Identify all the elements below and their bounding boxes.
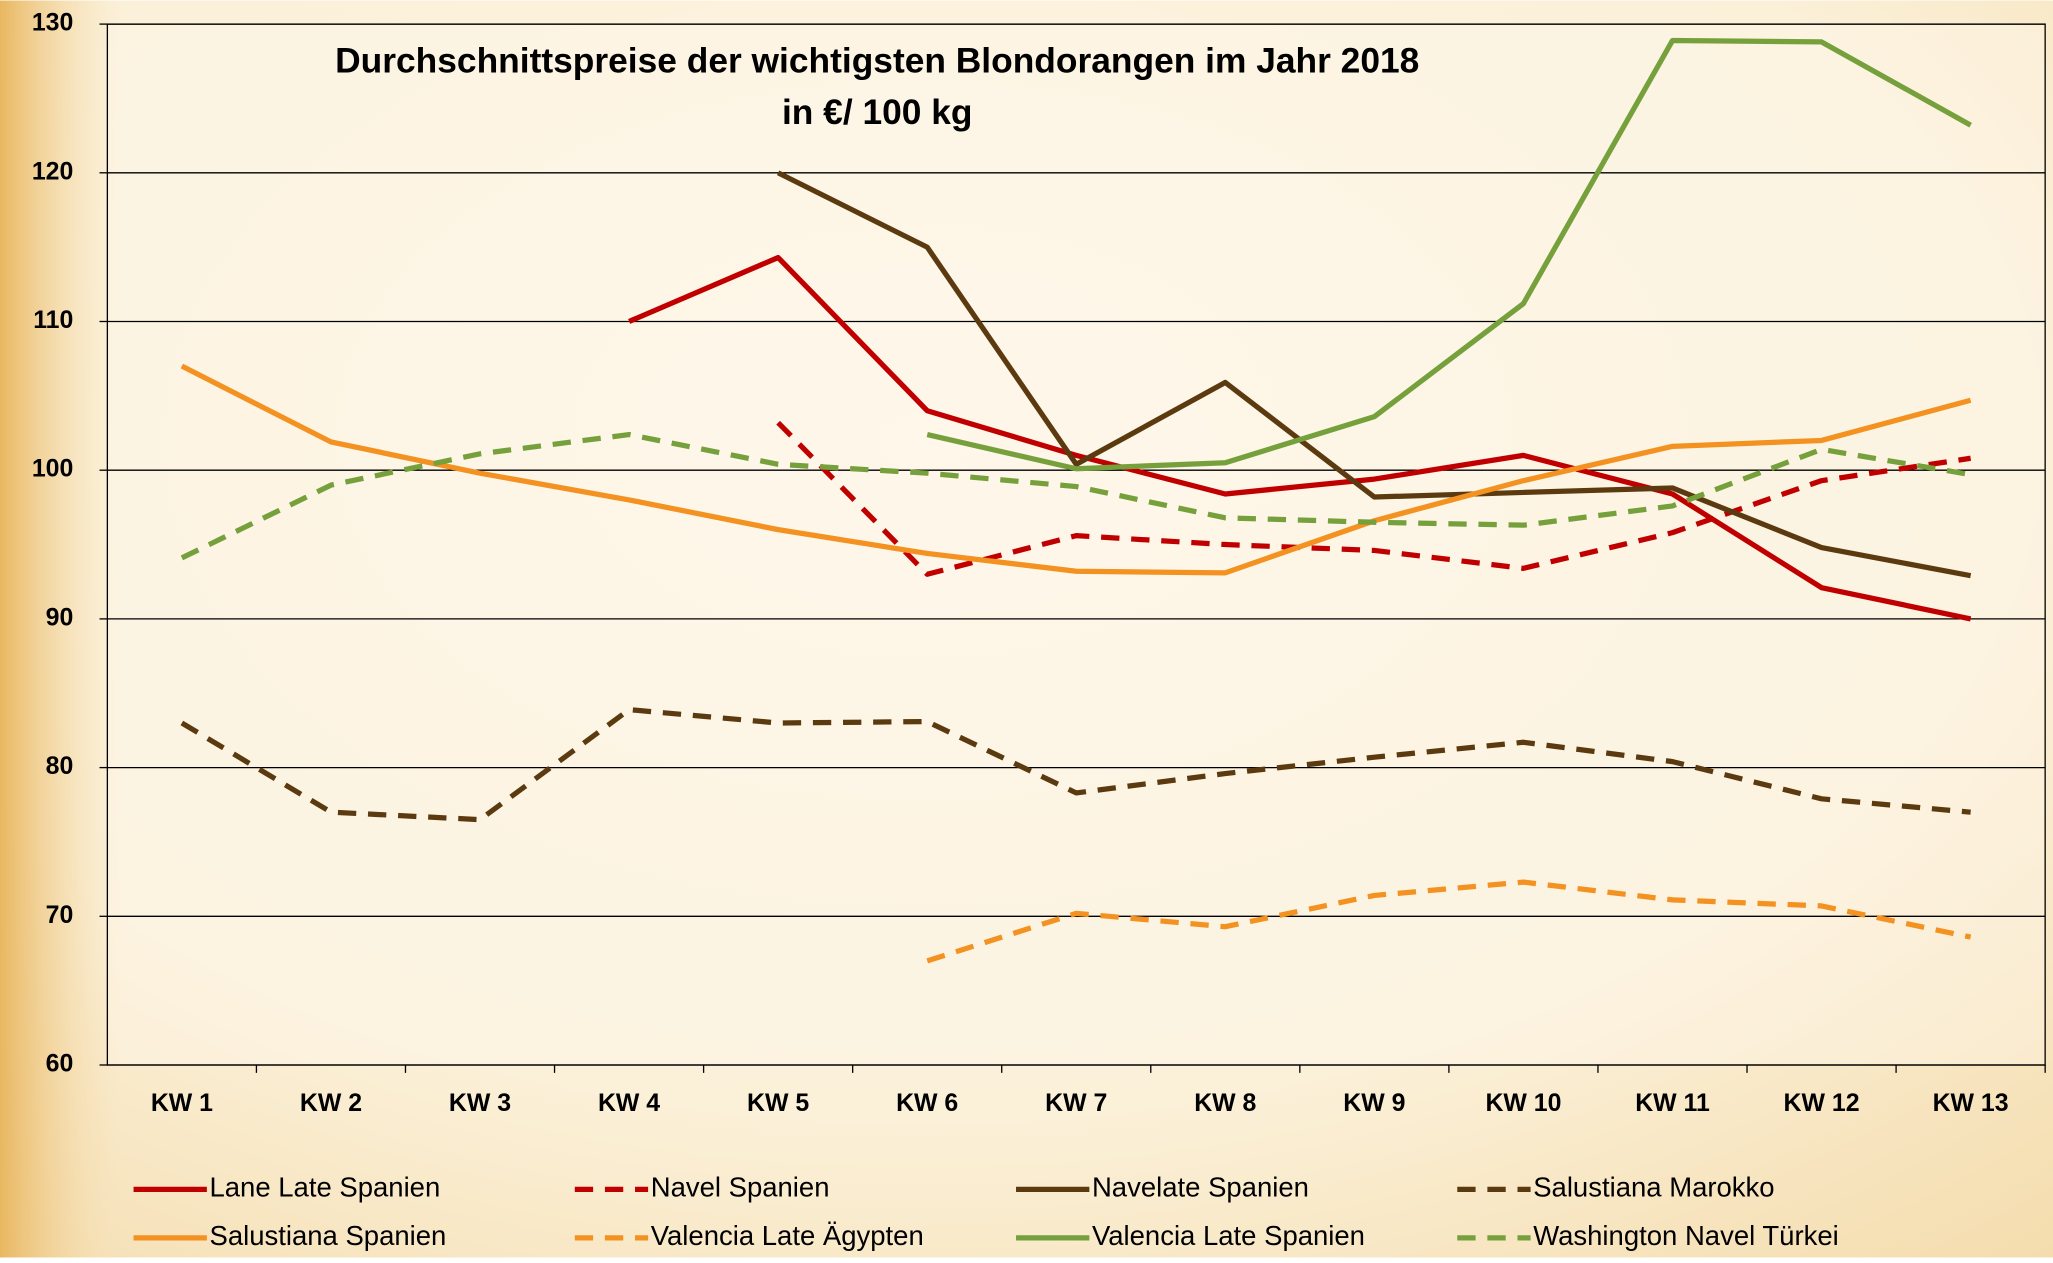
x-tick-label: KW 8 xyxy=(1194,1089,1256,1117)
legend-label: Navel Spanien xyxy=(651,1172,830,1203)
x-tick-label: KW 11 xyxy=(1635,1089,1710,1117)
legend-label: Valencia Late Spanien xyxy=(1092,1220,1365,1251)
legend-label: Lane Late Spanien xyxy=(209,1172,440,1203)
chart-title: Durchschnittspreise der wichtigsten Blon… xyxy=(335,42,1419,81)
y-tick-label: 100 xyxy=(32,455,73,483)
legend-label: Valencia Late Ägypten xyxy=(651,1220,924,1251)
y-tick-label: 110 xyxy=(33,306,73,334)
x-tick-label: KW 4 xyxy=(598,1089,660,1117)
x-tick-label: KW 3 xyxy=(449,1089,511,1117)
y-tick-label: 60 xyxy=(46,1050,74,1078)
x-tick-label: KW 9 xyxy=(1343,1089,1405,1117)
y-tick-label: 120 xyxy=(32,157,73,185)
legend-label: Navelate Spanien xyxy=(1092,1172,1309,1203)
chart: Durchschnittspreise der wichtigsten Blon… xyxy=(0,0,2053,1258)
y-tick-label: 80 xyxy=(46,752,74,780)
legend-label: Salustiana Spanien xyxy=(209,1220,446,1251)
x-tick-label: KW 13 xyxy=(1933,1089,2009,1117)
y-tick-label: 130 xyxy=(32,9,73,37)
x-tick-label: KW 5 xyxy=(747,1089,809,1117)
legend-label: Salustiana Marokko xyxy=(1533,1172,1774,1203)
legend-label: Washington Navel Türkei xyxy=(1533,1220,1839,1251)
y-tick-label: 70 xyxy=(46,901,74,929)
x-tick-label: KW 12 xyxy=(1784,1089,1860,1117)
x-tick-label: KW 7 xyxy=(1045,1089,1107,1117)
y-tick-label: 90 xyxy=(46,603,74,631)
chart-subtitle: in €/ 100 kg xyxy=(782,93,973,132)
x-tick-label: KW 6 xyxy=(896,1089,958,1117)
x-tick-label: KW 1 xyxy=(151,1089,213,1117)
x-tick-label: KW 2 xyxy=(300,1089,362,1117)
x-tick-label: KW 10 xyxy=(1485,1089,1561,1117)
